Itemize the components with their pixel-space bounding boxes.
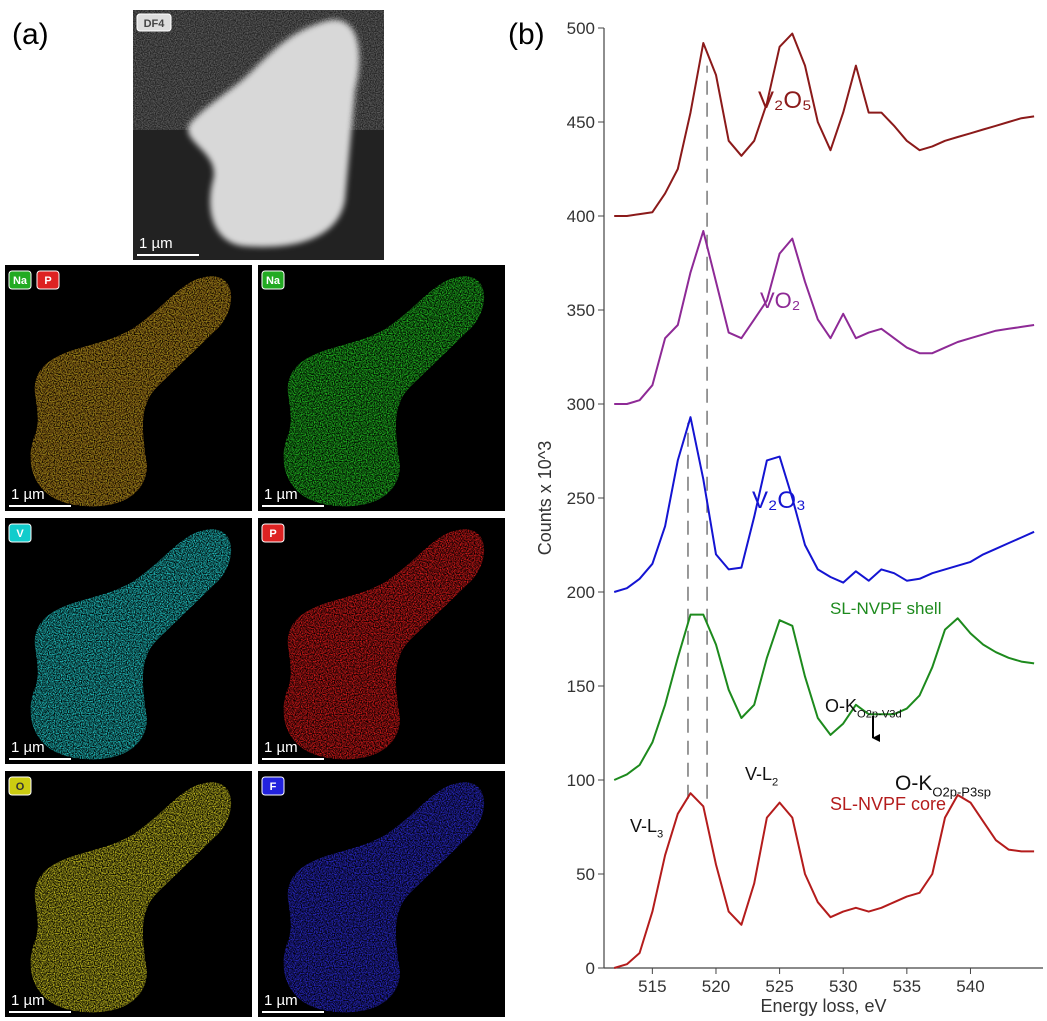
- x-tick-label: 525: [765, 977, 793, 996]
- element-tag: [261, 776, 285, 796]
- scale-label: 1 µm: [11, 739, 45, 756]
- y-tick-label: 150: [567, 677, 595, 696]
- spectrum-line: [613, 416, 1035, 593]
- element-tag-label: P: [44, 275, 51, 287]
- y-tick-label: 200: [567, 583, 595, 602]
- series-label: VO₂: [760, 288, 800, 313]
- element-tag: [8, 523, 32, 543]
- df-image: DF4 1 µm: [133, 10, 384, 260]
- element-signal: [30, 782, 232, 1013]
- y-tick-label: 500: [567, 19, 595, 38]
- spectrum-line: [613, 792, 1035, 969]
- y-tick-label: 0: [586, 959, 595, 978]
- series-label: V₂O₃: [752, 487, 806, 514]
- annotation-text: V-L: [630, 816, 657, 836]
- panel-label: (a): [12, 18, 49, 51]
- element-signal: [283, 276, 485, 507]
- x-tick-label: 540: [956, 977, 984, 996]
- element-map: F 1 µm: [258, 771, 505, 1017]
- annotation-text: V-L: [745, 764, 772, 784]
- y-tick-label: 300: [567, 395, 595, 414]
- element-tag: [261, 270, 285, 290]
- annotation-text: O-K: [825, 696, 857, 716]
- panel-label: (b): [508, 18, 545, 51]
- element-signal: [30, 529, 232, 760]
- element-tag: [8, 776, 32, 796]
- element-map: O 1 µm: [5, 771, 252, 1017]
- element-signal: [30, 276, 232, 507]
- scale-label: 1 µm: [139, 235, 173, 252]
- scale-label: 1 µm: [11, 486, 45, 503]
- y-tick-label: 250: [567, 489, 595, 508]
- annotation: O-KO2p-V3d: [825, 696, 902, 720]
- element-tag-label: P: [269, 528, 276, 540]
- element-tag-label: F: [270, 781, 277, 793]
- y-tick-label: 100: [567, 771, 595, 790]
- element-map: Na 1 µm: [258, 265, 505, 511]
- y-tick-label: 400: [567, 207, 595, 226]
- y-axis-title: Counts x 10^3: [535, 441, 555, 556]
- series-label: SL-NVPF core: [830, 794, 946, 814]
- annotation-text: O-K: [895, 772, 932, 795]
- element-tag-label: O: [16, 781, 25, 793]
- annotation: O-KO2p-P3sp: [895, 772, 991, 799]
- particle: [188, 19, 360, 247]
- series-label: V₂O₅: [758, 87, 812, 114]
- scale-label: 1 µm: [264, 739, 298, 756]
- element-tag: [36, 270, 60, 290]
- x-tick-label: 530: [829, 977, 857, 996]
- element-map: V 1 µm: [5, 518, 252, 764]
- element-tag-label: Na: [13, 275, 28, 287]
- series-label: SL-NVPF shell: [830, 599, 941, 618]
- element-tag: [8, 270, 32, 290]
- annotation-subscript: O2p-V3d: [857, 708, 902, 720]
- scale-label: 1 µm: [264, 992, 298, 1009]
- annotation-subscript: 3: [657, 828, 663, 840]
- y-tick-label: 450: [567, 113, 595, 132]
- annotation: V-L3: [630, 816, 663, 840]
- y-tick-label: 50: [576, 865, 595, 884]
- spectrum-line: [614, 230, 1035, 405]
- image-tag: [136, 13, 172, 32]
- x-axis-title: Energy loss, eV: [760, 996, 886, 1016]
- element-map: Na P 1 µm: [5, 265, 252, 511]
- annotation: V-L2: [745, 764, 778, 788]
- image-tag-label: DF4: [144, 18, 166, 30]
- annotation-subscript: O2p-P3sp: [932, 784, 991, 799]
- x-tick-label: 515: [638, 977, 666, 996]
- scale-label: 1 µm: [11, 992, 45, 1009]
- spectrum-line: [614, 32, 1035, 217]
- element-tag-label: Na: [266, 275, 281, 287]
- x-tick-label: 520: [702, 977, 730, 996]
- x-tick-label: 535: [893, 977, 921, 996]
- annotation-subscript: 2: [772, 776, 778, 788]
- element-signal: [283, 782, 485, 1013]
- element-tag: [261, 523, 285, 543]
- spectrum-line: [613, 613, 1035, 781]
- element-signal: [283, 529, 485, 760]
- y-tick-label: 350: [567, 301, 595, 320]
- element-tag-label: V: [16, 528, 24, 540]
- scale-label: 1 µm: [264, 486, 298, 503]
- element-map: P 1 µm: [258, 518, 505, 764]
